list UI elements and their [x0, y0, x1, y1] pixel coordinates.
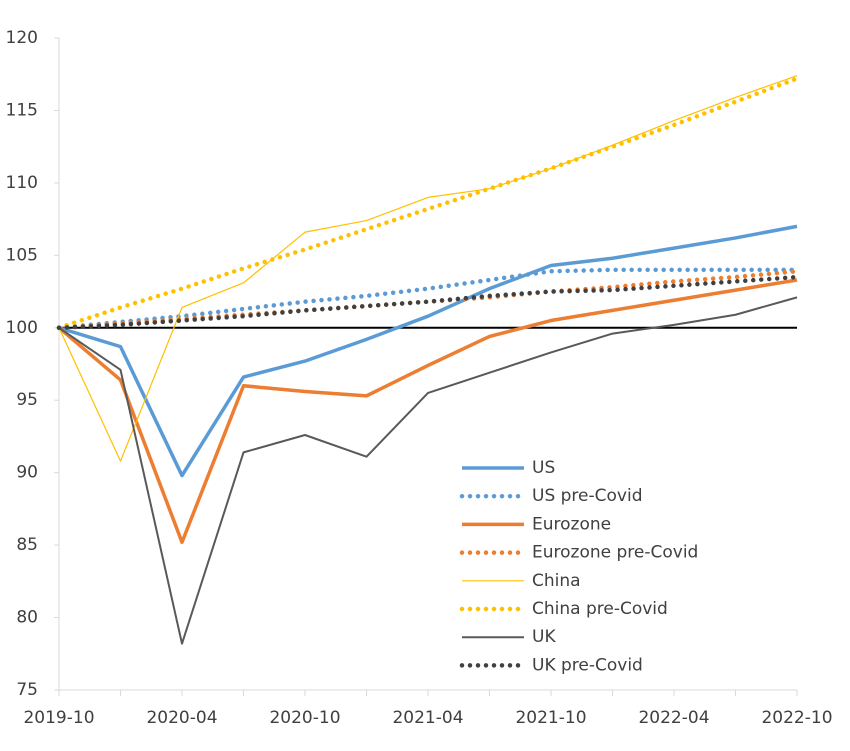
y-tick-label: 120: [6, 28, 38, 48]
x-tick-label: 2021-04: [392, 708, 463, 728]
legend-label: US pre-Covid: [532, 486, 642, 506]
y-tick-label: 110: [6, 173, 38, 193]
series-line: [58, 296, 798, 645]
series-line: [58, 75, 798, 462]
series-line: [56, 76, 800, 331]
x-tick-label: 2022-04: [638, 708, 709, 728]
series-line: [57, 278, 798, 544]
x-tick-label: 2022-10: [761, 708, 832, 728]
legend-label: Eurozone: [532, 514, 611, 534]
y-tick-label: 105: [6, 245, 38, 265]
series-line: [58, 224, 798, 478]
y-tick-label: 95: [16, 390, 38, 410]
y-tick-label: 80: [16, 608, 38, 628]
y-tick-label: 85: [16, 535, 38, 555]
y-tick-label: 115: [6, 100, 38, 120]
legend-label: UK pre-Covid: [532, 655, 643, 675]
y-tick-label: 90: [16, 463, 38, 483]
y-tick-label: 75: [16, 680, 38, 700]
legend-label: China: [532, 571, 581, 591]
legend-label: China pre-Covid: [532, 599, 668, 619]
legend-label: UK: [532, 627, 556, 647]
x-tick-label: 2019-10: [23, 708, 94, 728]
y-tick-label: 100: [6, 318, 38, 338]
series-line: [56, 274, 800, 331]
x-tick-label: 2021-10: [515, 708, 586, 728]
x-tick-label: 2020-10: [269, 708, 340, 728]
x-tick-label: 2020-04: [146, 708, 217, 728]
legend-label: US: [532, 458, 555, 478]
legend-label: Eurozone pre-Covid: [532, 543, 698, 563]
